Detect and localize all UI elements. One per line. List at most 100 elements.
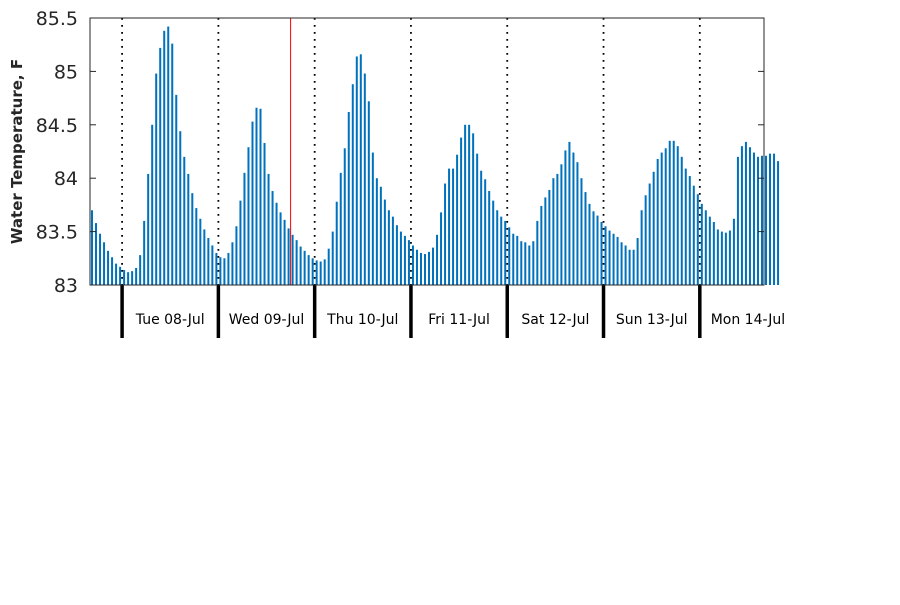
temperature-bar [375, 178, 378, 285]
y-tick-label: 85 [54, 61, 78, 83]
temperature-bar [632, 249, 635, 285]
temperature-bar [724, 232, 727, 285]
day-label: Tue 08-Jul [135, 312, 205, 328]
temperature-bar [147, 173, 150, 285]
temperature-bar [568, 141, 571, 285]
temperature-bar [155, 73, 158, 285]
day-label: Mon 14-Jul [711, 312, 786, 328]
temperature-bar [287, 228, 290, 285]
temperature-bar [592, 211, 595, 285]
temperature-bar [680, 156, 683, 285]
temperature-bar [700, 203, 703, 285]
temperature-bar [656, 158, 659, 285]
temperature-bar [436, 234, 439, 285]
temperature-bar [696, 194, 699, 285]
temperature-bar [740, 146, 743, 285]
temperature-bar [207, 238, 210, 285]
temperature-bar [524, 242, 527, 285]
temperature-bar [532, 241, 535, 285]
temperature-bar [736, 156, 739, 285]
temperature-bar [652, 171, 655, 285]
temperature-bar [684, 168, 687, 285]
temperature-bar [488, 191, 491, 285]
bars-layer [91, 26, 780, 286]
temperature-bar [347, 111, 350, 285]
temperature-bar [239, 200, 242, 285]
temperature-bar [512, 233, 515, 285]
temperature-bar [744, 141, 747, 285]
temperature-bar [179, 131, 182, 285]
y-tick-label: 85.5 [36, 8, 78, 30]
temperature-bar [415, 249, 418, 285]
temperature-bar [765, 155, 768, 285]
temperature-bar [612, 233, 615, 285]
temperature-bar [692, 185, 695, 285]
temperature-bar [544, 197, 547, 285]
temperature-bar [271, 191, 274, 285]
temperature-bar [103, 242, 106, 285]
temperature-bar [668, 140, 671, 285]
temperature-bar [299, 246, 302, 285]
temperature-bar [480, 170, 483, 285]
temperature-bar [572, 152, 575, 285]
temperature-bar [343, 148, 346, 285]
temperature-bar [456, 154, 459, 285]
temperature-bar [151, 124, 154, 285]
temperature-bar [528, 245, 531, 285]
day-labels-layer: Tue 08-Jul Wed 09-Jul Thu 10-Jul Fri 11-Jul… [135, 312, 785, 328]
temperature-bar [608, 230, 611, 285]
temperature-bar [235, 226, 238, 285]
temperature-bar [484, 179, 487, 285]
plot-frame [89, 17, 765, 286]
temperature-bar [564, 150, 567, 285]
temperature-bar [275, 202, 278, 285]
temperature-bar [399, 231, 402, 285]
temperature-bar [303, 250, 306, 285]
temperature-bar [379, 186, 382, 285]
day-label: Fri 11-Jul [428, 312, 490, 328]
y-tick-label: 84.5 [36, 115, 78, 137]
temperature-bar [448, 168, 451, 285]
temperature-bar [756, 156, 759, 285]
temperature-bar [423, 254, 426, 285]
temperature-bar [223, 258, 226, 285]
temperature-bar [407, 240, 410, 285]
temperature-bar [624, 245, 627, 285]
day-label: Thu 10-Jul [326, 312, 398, 328]
temperature-bar [327, 248, 330, 285]
temperature-bar [315, 260, 318, 285]
temperature-bar [428, 251, 431, 285]
day-label: Sat 12-Jul [521, 312, 589, 328]
temperature-bar [476, 153, 479, 285]
temperature-bar [712, 221, 715, 285]
temperature-bar [660, 152, 663, 285]
temperature-bar [504, 220, 507, 285]
temperature-bar [139, 255, 142, 285]
temperature-bar [580, 178, 583, 285]
temperature-bar [552, 178, 555, 285]
temperature-bar [708, 216, 711, 285]
temperature-bar [468, 124, 471, 285]
y-tick-label: 83 [54, 275, 78, 297]
temperature-bar [620, 242, 623, 285]
temperature-bar [359, 54, 362, 286]
temperature-bar [548, 189, 551, 285]
temperature-bar [123, 270, 126, 285]
temperature-bar [616, 236, 619, 285]
temperature-bar [640, 210, 643, 285]
day-dividers-layer [120, 18, 702, 338]
temperature-bar [183, 156, 186, 285]
temperature-bar [247, 147, 250, 285]
temperature-bar [339, 172, 342, 285]
temperature-bar [259, 108, 262, 285]
temperature-bar [255, 107, 258, 286]
temperature-bar [199, 218, 202, 285]
temperature-bar [355, 56, 358, 286]
temperature-bar [295, 240, 298, 285]
temperature-bar [135, 267, 138, 285]
temperature-bar [584, 192, 587, 285]
temperature-bar [403, 235, 406, 285]
temperature-bar [367, 101, 370, 285]
temperature-bar [644, 195, 647, 285]
